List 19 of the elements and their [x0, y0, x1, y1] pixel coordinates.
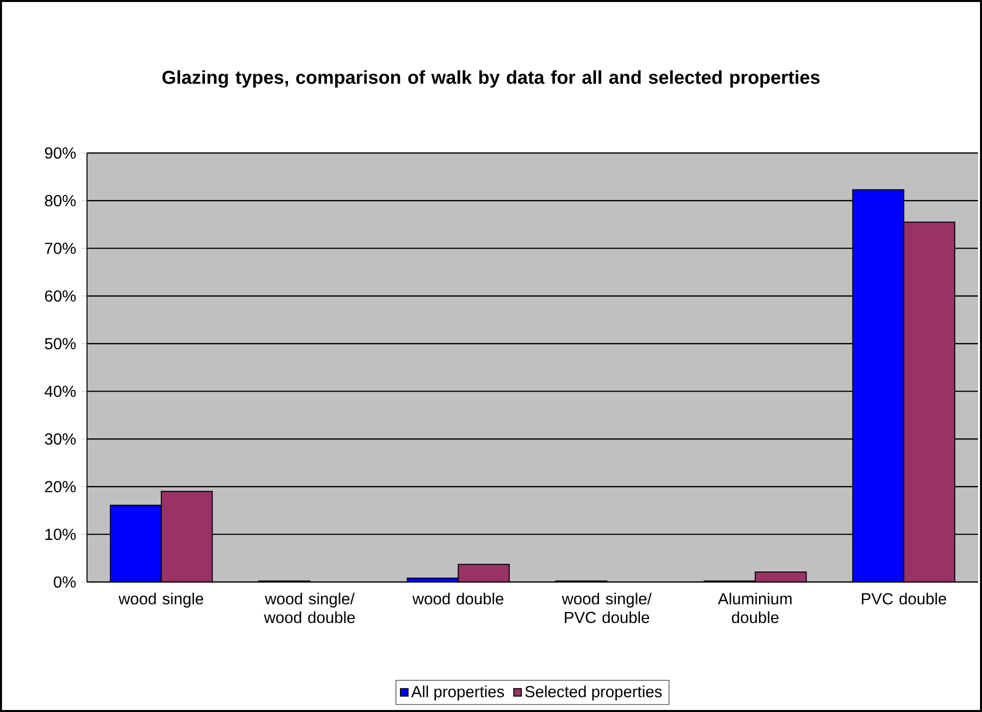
y-tick-label: 20%	[45, 480, 76, 492]
y-tick-label: 40%	[44, 386, 76, 397]
y-tick-label: 10%	[45, 528, 76, 540]
x-tick-label: PVC double	[862, 592, 946, 604]
y-tick-label: 30%	[44, 433, 76, 445]
x-tick-label: Aluminium double	[718, 592, 792, 624]
x-tick-label: wood single/ PVC double	[562, 592, 652, 624]
y-tick-label: 60%	[45, 290, 76, 302]
legend-label: Selected properties	[525, 686, 662, 701]
x-tick-label: wood double	[412, 592, 504, 604]
y-tick-label: 0%	[54, 576, 76, 588]
y-tick-label: 80%	[44, 194, 76, 206]
legend-label: All properties	[411, 686, 504, 701]
x-tick-label: wood single	[118, 592, 204, 608]
y-tick-label: 70%	[45, 242, 76, 254]
x-tick-label: wood single/ wood double	[264, 592, 355, 624]
chart-title: Glazing types, comparison of walk by data for all and selected properties	[162, 70, 820, 88]
y-tick-label: 50%	[44, 338, 76, 350]
y-tick-label: 90%	[45, 147, 76, 159]
